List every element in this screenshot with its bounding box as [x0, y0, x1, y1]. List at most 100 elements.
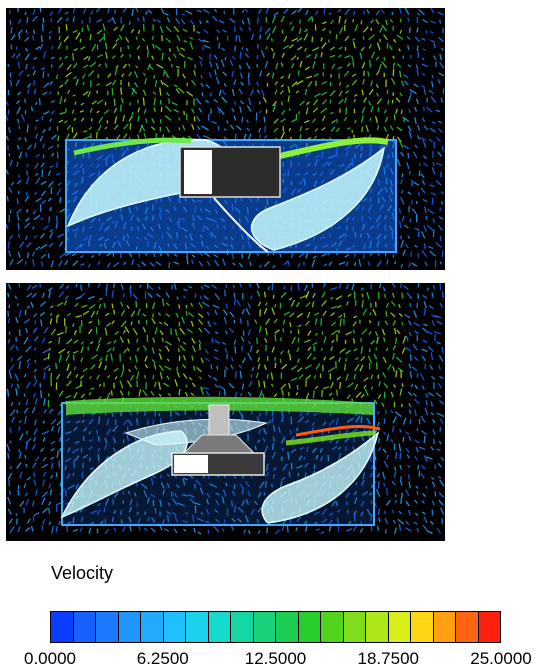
velocity-vector: [176, 366, 179, 371]
velocity-vector: [159, 26, 164, 34]
velocity-vector: [222, 71, 228, 77]
velocity-vector: [362, 78, 366, 85]
velocity-vector: [375, 489, 381, 497]
velocity-vector: [111, 516, 115, 523]
velocity-vector: [305, 107, 309, 115]
velocity-vector: [224, 56, 227, 61]
velocity-vector: [221, 96, 228, 104]
velocity-vector: [47, 393, 50, 397]
velocity-vector: [377, 421, 380, 427]
velocity-vector: [66, 124, 72, 131]
velocity-vector: [263, 116, 266, 123]
velocity-vector: [31, 35, 35, 41]
velocity-vector: [375, 83, 379, 89]
velocity-vector: [401, 321, 404, 326]
velocity-vector: [399, 92, 403, 97]
velocity-vector: [381, 24, 388, 32]
velocity-vector: [245, 62, 251, 70]
velocity-vector: [305, 320, 310, 326]
velocity-vector: [35, 177, 41, 185]
velocity-vector: [355, 415, 361, 423]
velocity-vector: [290, 365, 297, 371]
velocity-vector: [353, 315, 358, 319]
velocity-vector: [371, 51, 376, 59]
velocity-vector: [74, 455, 80, 462]
velocity-vector: [7, 109, 10, 115]
velocity-vector: [428, 305, 434, 310]
velocity-vector: [312, 341, 318, 346]
velocity-vector: [136, 17, 140, 22]
velocity-vector: [343, 363, 347, 371]
velocity-vector: [437, 462, 442, 468]
velocity-vector: [158, 393, 162, 397]
velocity-vector-plot-top: [6, 8, 445, 269]
velocity-vector: [344, 254, 350, 258]
velocity-vector: [159, 87, 162, 96]
velocity-vector: [129, 289, 132, 297]
velocity-vector: [165, 37, 172, 43]
velocity-vector: [344, 8, 350, 16]
velocity-vector: [270, 484, 274, 488]
velocity-vector: [429, 127, 436, 133]
velocity-vector: [126, 434, 130, 442]
velocity-vector: [422, 198, 428, 203]
velocity-vector: [203, 386, 210, 390]
velocity-vector: [14, 373, 19, 381]
velocity-vector: [42, 507, 49, 514]
velocity-vector: [441, 346, 444, 354]
velocity-vector: [30, 106, 34, 112]
velocity-vector: [344, 54, 351, 59]
velocity-vector: [419, 136, 427, 141]
velocity-vector: [214, 69, 217, 76]
velocity-vector: [33, 511, 40, 517]
velocity-vector: [176, 296, 179, 300]
velocity-vector: [142, 97, 145, 106]
velocity-vector: [416, 302, 419, 309]
velocity-vector: [338, 82, 342, 86]
velocity-vector: [49, 229, 54, 233]
velocity-vector: [306, 446, 309, 453]
velocity-vector: [58, 354, 62, 363]
velocity-vector: [346, 417, 354, 423]
velocity-vector: [190, 320, 194, 327]
velocity-vector: [136, 45, 141, 50]
colorbar-tick-label: 25.0000: [470, 649, 532, 668]
impeller-blade-right-top: [251, 146, 386, 251]
velocity-vector: [374, 331, 379, 337]
velocity-vector: [134, 70, 139, 79]
velocity-vector: [159, 371, 163, 380]
velocity-vector: [130, 28, 135, 34]
blade-edge-highlight-bottom: [295, 425, 381, 437]
velocity-vector: [128, 21, 131, 25]
velocity-vector: [416, 135, 420, 140]
velocity-vector: [199, 412, 203, 417]
velocity-vector: [90, 510, 98, 515]
velocity-vector: [7, 339, 11, 344]
velocity-vector: [35, 119, 39, 122]
velocity-vector: [26, 124, 29, 133]
velocity-vector: [279, 480, 283, 488]
velocity-vector: [189, 19, 195, 25]
velocity-vector: [328, 512, 334, 517]
velocity-vector: [151, 317, 156, 325]
velocity-vector: [305, 127, 309, 131]
velocity-vector: [204, 357, 210, 362]
velocity-vector: [346, 127, 351, 130]
velocity-vector: [262, 437, 266, 443]
velocity-vector: [320, 91, 328, 96]
velocity-vector: [231, 70, 234, 77]
velocity-vector: [330, 312, 336, 317]
velocity-vector: [241, 383, 245, 390]
velocity-vector: [73, 426, 78, 432]
velocity-vector: [71, 448, 80, 454]
velocity-vector: [322, 21, 327, 25]
velocity-vector: [15, 316, 19, 324]
velocity-vector: [90, 364, 96, 370]
velocity-vector: [163, 321, 169, 327]
velocity-vector: [142, 24, 145, 32]
velocity-vector: [59, 447, 62, 452]
velocity-vector: [387, 99, 390, 105]
velocity-vector: [203, 295, 210, 301]
velocity-vector: [408, 320, 412, 326]
velocity-vector: [122, 430, 127, 435]
